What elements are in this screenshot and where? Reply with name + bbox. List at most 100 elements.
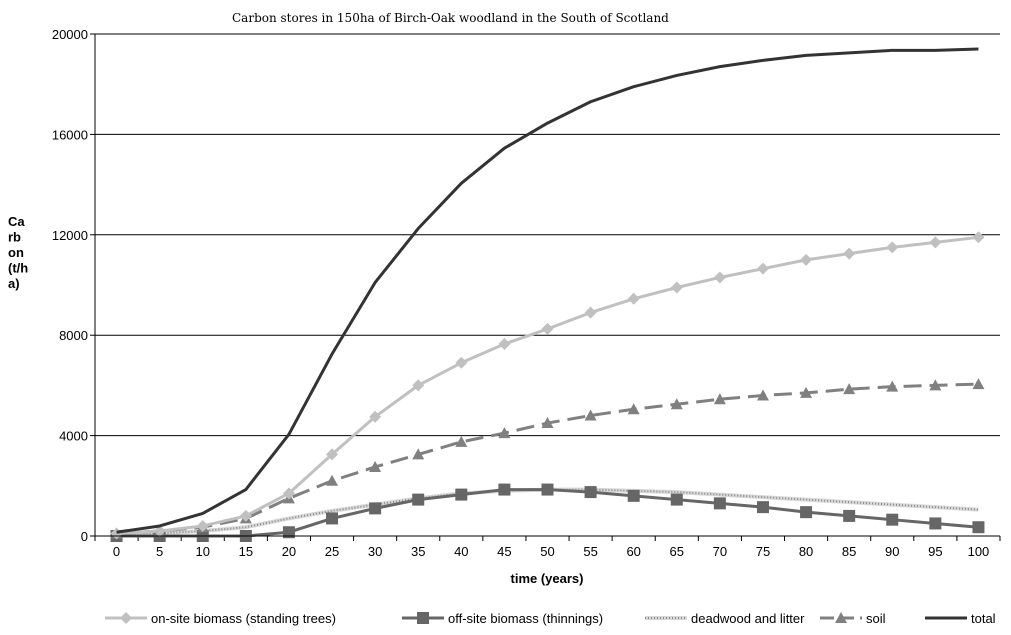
point-1-13 [670,493,683,506]
legend-item-3: soil [820,611,886,626]
point-3-18 [886,380,899,392]
point-0-2 [196,519,209,532]
point-1-15 [756,501,769,514]
legend-marker-0 [120,612,132,624]
point-0-15 [756,262,769,275]
point-1-4 [282,526,295,539]
point-0-7 [412,379,425,392]
point-0-9 [498,337,511,350]
point-1-9 [498,483,511,496]
point-0-10 [541,322,554,335]
point-1-11 [584,486,597,499]
x-tick-label-50: 50 [540,544,554,559]
point-0-18 [886,241,899,254]
point-1-12 [627,489,640,502]
point-3-14 [713,393,726,405]
point-3-11 [584,409,597,421]
point-1-5 [326,512,339,525]
legend-label-2: deadwood and litter [691,611,805,626]
point-3-5 [326,474,339,486]
point-0-19 [929,236,942,249]
legend-item-0: on-site biomass (standing trees) [105,611,336,626]
y-axis-title-line-0: Ca [8,214,25,229]
x-tick-label-100: 100 [968,544,990,559]
legend-marker-1 [417,612,429,624]
legend-item-1: off-site biomass (thinnings) [402,611,603,626]
x-tick-label-40: 40 [454,544,468,559]
point-0-13 [670,281,683,294]
point-1-16 [800,506,813,519]
y-axis-title-line-4: a) [8,276,20,291]
x-axis-title: time (years) [511,571,584,586]
legend: on-site biomass (standing trees) off-site… [105,611,996,626]
point-3-12 [627,403,640,415]
point-1-14 [713,497,726,510]
x-tick-label-80: 80 [799,544,813,559]
x-tick-label-15: 15 [239,544,253,559]
y-axis-title-line-1: rb [8,230,21,245]
legend-item-2: deadwood and litter [645,611,805,626]
x-tick-label-20: 20 [282,544,296,559]
series-line-texture-2 [116,488,979,537]
point-1-17 [843,509,856,522]
point-3-8 [455,435,468,447]
point-3-7 [412,448,425,460]
y-axis-title: Carbon(t/ha) [8,214,28,291]
point-0-4 [282,487,295,500]
x-tick-label-90: 90 [885,544,899,559]
y-tick-label-8000: 8000 [59,328,88,343]
point-0-1 [153,524,166,537]
point-1-7 [412,493,425,506]
point-1-6 [369,502,382,515]
point-1-18 [886,513,899,526]
point-0-11 [584,306,597,319]
point-1-8 [455,488,468,501]
x-tick-label-95: 95 [928,544,942,559]
y-tick-label-20000: 20000 [52,27,88,42]
x-tick-label-70: 70 [713,544,727,559]
x-tick-label-30: 30 [368,544,382,559]
x-tick-label-45: 45 [497,544,511,559]
y-axis-title-line-2: on [8,245,24,260]
point-0-6 [369,410,382,423]
series-layer [110,47,985,542]
point-0-20 [972,231,985,244]
x-tick-label-65: 65 [670,544,684,559]
y-tick-label-4000: 4000 [59,429,88,444]
gridlines [95,33,1000,537]
point-3-17 [843,383,856,395]
x-tick-label-10: 10 [196,544,210,559]
series-4 [116,47,979,534]
legend-marker-3 [835,612,847,623]
legend-label-4: total [971,611,996,626]
x-tick-label-85: 85 [842,544,856,559]
point-0-3 [239,509,252,522]
point-0-12 [627,292,640,305]
y-axis-ticks: 0 4000 8000 12000 16000 20000 [52,27,95,544]
point-0-16 [800,253,813,266]
legend-label-0: on-site biomass (standing trees) [151,611,336,626]
series-0 [110,231,985,540]
y-tick-label-0: 0 [81,529,88,544]
point-3-13 [670,398,683,410]
point-3-9 [498,427,511,439]
x-tick-label-75: 75 [756,544,770,559]
x-tick-label-55: 55 [583,544,597,559]
point-3-16 [800,386,813,398]
x-tick-label-60: 60 [626,544,640,559]
point-0-17 [843,247,856,260]
x-tick-label-0: 0 [113,544,120,559]
point-3-19 [929,379,942,391]
legend-label-3: soil [866,611,886,626]
point-0-8 [455,356,468,369]
x-tick-label-5: 5 [156,544,163,559]
y-tick-label-16000: 16000 [52,127,88,142]
point-0-5 [326,448,339,461]
y-tick-label-12000: 12000 [52,228,88,243]
point-1-19 [929,517,942,530]
series-line-4 [116,47,979,534]
point-1-20 [972,521,985,534]
point-3-6 [369,460,382,472]
point-1-10 [541,483,554,496]
